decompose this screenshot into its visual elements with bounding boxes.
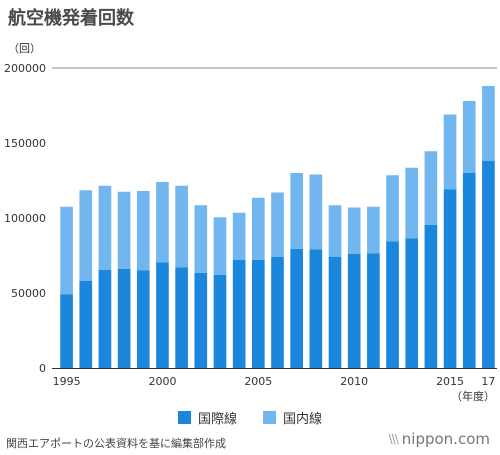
bar-international bbox=[156, 262, 169, 368]
bar-international bbox=[443, 189, 457, 368]
x-tick-label: 2010 bbox=[340, 375, 368, 388]
bar-domestic bbox=[117, 191, 131, 269]
brand-mark-icon: \\\ bbox=[388, 432, 399, 446]
bar-international bbox=[251, 260, 265, 368]
bar-domestic bbox=[424, 151, 438, 225]
x-tick-label: 1995 bbox=[53, 375, 81, 388]
bar-international bbox=[175, 267, 188, 368]
legend-label-domestic: 国内線 bbox=[283, 412, 323, 427]
legend-item-domestic: 国内線 bbox=[263, 408, 322, 427]
bar-international bbox=[60, 294, 73, 368]
source-note: 関西エアポートの公表資料を基に編集部作成 bbox=[6, 437, 226, 450]
legend-label-international: 国際線 bbox=[197, 412, 237, 427]
x-tick-label: 2005 bbox=[244, 375, 272, 388]
bar-international bbox=[271, 257, 284, 368]
bar-international bbox=[405, 238, 419, 368]
bar-international bbox=[194, 272, 208, 368]
bar-international bbox=[347, 254, 361, 368]
brand-name: nippon.com bbox=[401, 430, 490, 448]
x-tick-label: 17 bbox=[481, 375, 495, 388]
bar-international bbox=[462, 173, 476, 368]
bar-domestic bbox=[213, 217, 227, 275]
bar-international bbox=[424, 224, 438, 368]
y-tick-label: 0 bbox=[39, 362, 46, 375]
bar-domestic bbox=[271, 192, 284, 257]
y-tick-label: 50000 bbox=[11, 287, 46, 300]
bar-domestic bbox=[328, 205, 342, 257]
bar-international bbox=[136, 270, 150, 368]
bar-international bbox=[117, 269, 131, 368]
bar-domestic bbox=[482, 86, 495, 161]
bar-domestic bbox=[136, 191, 150, 271]
legend-swatch-domestic bbox=[263, 411, 276, 424]
bar-international bbox=[328, 257, 342, 368]
bar-domestic bbox=[156, 182, 169, 263]
bar-domestic bbox=[232, 212, 246, 260]
bar-domestic bbox=[347, 207, 361, 254]
bar-international bbox=[98, 269, 112, 368]
x-tick-label: 2015 bbox=[436, 375, 464, 388]
bar-domestic bbox=[290, 173, 304, 249]
legend: 国際線 国内線 bbox=[0, 408, 500, 427]
bar-international bbox=[386, 241, 399, 368]
bar-international bbox=[232, 260, 246, 368]
bar-international bbox=[79, 281, 93, 368]
bar-international bbox=[213, 275, 227, 368]
bar-international bbox=[367, 253, 380, 368]
x-tick-label: 2000 bbox=[148, 375, 176, 388]
bar-domestic bbox=[367, 206, 380, 254]
bar-domestic bbox=[443, 114, 457, 190]
bar-chart: 0 50000 100000 150000 200000 1995 2000 2005 2010… bbox=[4, 62, 497, 403]
y-tick-label: 150000 bbox=[4, 137, 46, 150]
bar-domestic bbox=[405, 167, 419, 239]
y-axis-unit: （回） bbox=[8, 42, 41, 55]
bar-domestic bbox=[309, 174, 323, 250]
brand-logo: \\\ nippon.com bbox=[389, 430, 490, 448]
bar-domestic bbox=[194, 205, 208, 273]
bar-international bbox=[482, 161, 495, 368]
bar-domestic bbox=[251, 197, 265, 260]
chart-title: 航空機発着回数 bbox=[8, 8, 134, 29]
y-tick-label: 100000 bbox=[4, 212, 46, 225]
bar-domestic bbox=[386, 175, 399, 242]
x-axis-unit: （年度） bbox=[451, 389, 495, 403]
bar-domestic bbox=[98, 185, 112, 270]
y-tick-label: 200000 bbox=[4, 62, 46, 75]
bar-domestic bbox=[79, 190, 93, 281]
bar-domestic bbox=[462, 101, 476, 173]
bar-international bbox=[290, 248, 304, 368]
legend-swatch-international bbox=[177, 411, 191, 424]
legend-item-international: 国際線 bbox=[177, 408, 237, 427]
bar-international bbox=[309, 249, 323, 368]
bar-domestic bbox=[60, 206, 73, 295]
bar-domestic bbox=[175, 185, 188, 268]
